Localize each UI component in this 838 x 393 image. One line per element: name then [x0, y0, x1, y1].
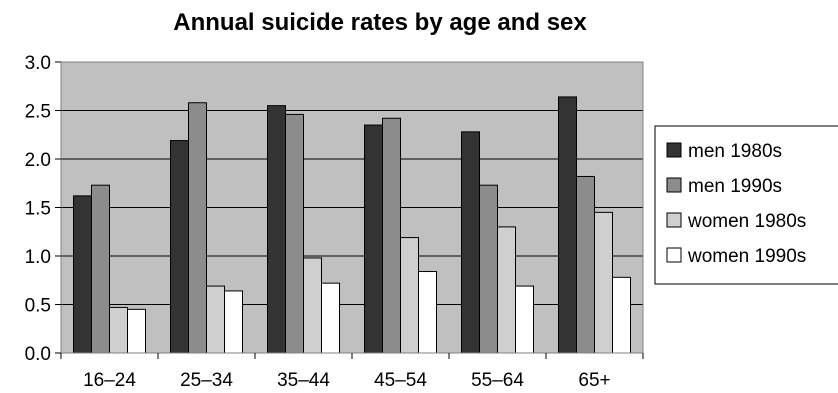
bar-men-1990s-4 [479, 184, 498, 354]
bar-men-1980s-1 [170, 140, 189, 354]
x-tick-label: 25–34 [180, 370, 233, 391]
legend-label: men 1990s [688, 176, 782, 197]
x-tick-label: 45–54 [374, 370, 427, 391]
legend: men 1980s men 1990s women 1980s women 1990s [654, 125, 838, 285]
legend-label: women 1990s [687, 246, 806, 267]
y-tick-label: 2.5 [25, 102, 51, 123]
bar-men-1990s-5 [576, 175, 595, 354]
bar-men-1980s-2 [267, 105, 286, 354]
bar-women-1990s-2 [321, 282, 340, 354]
legend-swatch [666, 212, 682, 228]
legend-label: women 1980s [687, 211, 806, 232]
bar-men-1990s-0 [91, 184, 110, 354]
legend-swatch [666, 142, 682, 158]
bars [73, 96, 631, 354]
legend-swatch [666, 247, 682, 263]
bar-women-1990s-4 [515, 285, 534, 354]
y-tick-label: 1.5 [25, 199, 51, 220]
legend-box [654, 125, 838, 285]
bar-women-1980s-4 [497, 226, 516, 354]
y-tick-label: 2.0 [25, 150, 51, 171]
x-tick-label: 55–64 [471, 370, 524, 391]
y-tick-label: 3.0 [25, 53, 51, 74]
bar-women-1990s-5 [612, 276, 631, 354]
bar-women-1980s-5 [594, 211, 613, 354]
x-axis-ticks: 16–24 25–34 35–44 45–54 55–64 65+ [60, 353, 644, 391]
x-tick-label: 35–44 [277, 370, 330, 391]
bar-women-1980s-2 [303, 257, 322, 354]
bar-men-1980s-4 [461, 131, 480, 354]
bar-men-1980s-3 [364, 124, 383, 354]
y-tick-label: 0.5 [25, 296, 51, 317]
legend-label: men 1980s [688, 141, 782, 162]
y-tick-label: 1.0 [25, 247, 51, 268]
legend-swatch [666, 177, 682, 193]
bar-women-1990s-1 [224, 290, 243, 354]
bar-men-1990s-2 [285, 113, 304, 354]
x-tick-label: 65+ [578, 370, 610, 391]
chart-title: Annual suicide rates by age and sex [173, 9, 587, 36]
y-axis-ticks: 0.0 0.5 1.0 1.5 2.0 2.5 3.0 [25, 53, 61, 365]
bar-men-1990s-3 [382, 117, 401, 354]
y-tick-label: 0.0 [25, 344, 51, 365]
bar-women-1980s-0 [109, 306, 128, 354]
bar-men-1980s-0 [73, 195, 92, 354]
bar-women-1980s-1 [206, 285, 225, 354]
bar-women-1980s-3 [400, 237, 419, 354]
bar-men-1990s-1 [188, 102, 207, 354]
bar-women-1990s-0 [127, 308, 146, 354]
x-tick-label: 16–24 [83, 370, 136, 391]
bar-men-1980s-5 [558, 96, 577, 354]
bar-women-1990s-3 [418, 271, 437, 354]
